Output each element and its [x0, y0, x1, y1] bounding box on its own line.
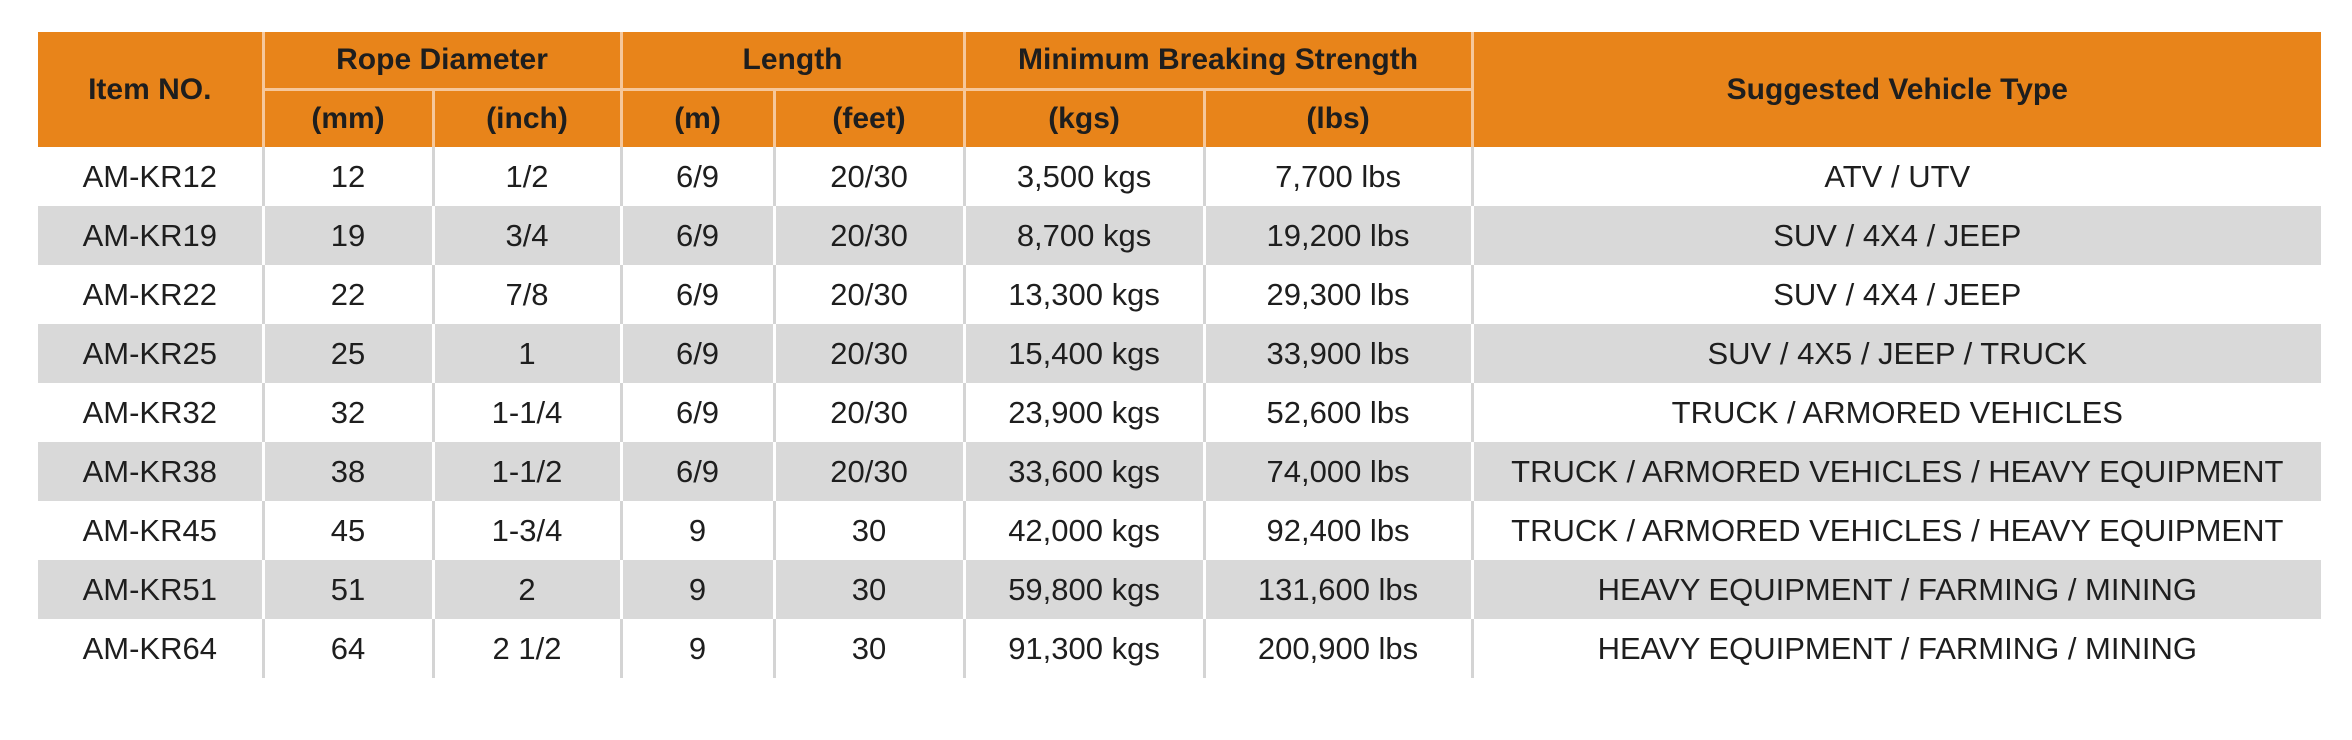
cell-diameter-mm: 19: [261, 206, 435, 265]
table-row: AM-KR25 25 1 6/9 20/30 15,400 kgs 33,900 lbs SU…: [38, 324, 2322, 383]
subheader-inch: (inch): [431, 88, 623, 147]
cell-strength-kgs: 42,000 kgs: [962, 501, 1206, 560]
cell-length-m: 6/9: [619, 206, 776, 265]
cell-strength-kgs: 3,500 kgs: [962, 147, 1206, 206]
cell-strength-kgs: 8,700 kgs: [962, 206, 1206, 265]
cell-strength-kgs: 59,800 kgs: [962, 560, 1206, 619]
cell-vehicle-type: HEAVY EQUIPMENT / FARMING / MINING: [1470, 560, 2322, 619]
subheader-kgs: (kgs): [962, 88, 1206, 147]
cell-length-feet: 20/30: [772, 324, 966, 383]
subheader-m: (m): [619, 88, 776, 147]
cell-diameter-inch: 2 1/2: [431, 619, 623, 678]
cell-strength-kgs: 13,300 kgs: [962, 265, 1206, 324]
cell-item-no: AM-KR64: [38, 619, 265, 678]
cell-strength-lbs: 131,600 lbs: [1202, 560, 1474, 619]
cell-length-feet: 30: [772, 619, 966, 678]
cell-length-m: 6/9: [619, 265, 776, 324]
subheader-lbs: (lbs): [1202, 88, 1473, 147]
cell-strength-kgs: 15,400 kgs: [962, 324, 1206, 383]
cell-diameter-inch: 1-1/2: [431, 442, 623, 501]
subheader-mm: (mm): [263, 88, 435, 147]
header-length: Length: [619, 32, 966, 91]
cell-length-feet: 20/30: [772, 442, 966, 501]
table-body: AM-KR12 12 1/2 6/9 20/30 3,500 kgs 7,700 lbs AT…: [38, 147, 2322, 678]
table-row: AM-KR64 64 2 1/2 9 30 91,300 kgs 200,900 lbs HE…: [38, 619, 2322, 678]
cell-length-feet: 30: [772, 501, 966, 560]
cell-strength-lbs: 33,900 lbs: [1202, 324, 1474, 383]
header-item-no: Item NO.: [38, 32, 265, 147]
cell-vehicle-type: TRUCK / ARMORED VEHICLES / HEAVY EQUIPME…: [1470, 442, 2322, 501]
cell-diameter-mm: 25: [261, 324, 435, 383]
cell-item-no: AM-KR51: [38, 560, 265, 619]
cell-item-no: AM-KR32: [38, 383, 265, 442]
rope-spec-table: Item NO. Rope Diameter Length Minimum Br…: [38, 32, 2322, 678]
cell-length-m: 6/9: [619, 442, 776, 501]
cell-length-feet: 20/30: [772, 265, 966, 324]
cell-length-feet: 20/30: [772, 383, 966, 442]
header-min-breaking-strength: Minimum Breaking Strength: [962, 32, 1474, 91]
cell-diameter-inch: 2: [431, 560, 623, 619]
cell-item-no: AM-KR22: [38, 265, 265, 324]
cell-strength-kgs: 33,600 kgs: [962, 442, 1206, 501]
cell-item-no: AM-KR45: [38, 501, 265, 560]
cell-strength-lbs: 52,600 lbs: [1202, 383, 1474, 442]
cell-diameter-inch: 3/4: [431, 206, 623, 265]
subheader-feet: (feet): [772, 88, 966, 147]
cell-diameter-mm: 51: [261, 560, 435, 619]
cell-diameter-inch: 1: [431, 324, 623, 383]
cell-length-m: 6/9: [619, 147, 776, 206]
cell-vehicle-type: HEAVY EQUIPMENT / FARMING / MINING: [1470, 619, 2322, 678]
cell-vehicle-type: TRUCK / ARMORED VEHICLES: [1470, 383, 2322, 442]
cell-vehicle-type: SUV / 4X5 / JEEP / TRUCK: [1470, 324, 2322, 383]
spec-table-container: Item NO. Rope Diameter Length Minimum Br…: [38, 32, 2322, 678]
cell-vehicle-type: TRUCK / ARMORED VEHICLES / HEAVY EQUIPME…: [1470, 501, 2322, 560]
cell-item-no: AM-KR25: [38, 324, 265, 383]
header-rope-diameter: Rope Diameter: [261, 32, 623, 91]
cell-length-m: 9: [619, 619, 776, 678]
cell-strength-kgs: 23,900 kgs: [962, 383, 1206, 442]
cell-diameter-inch: 1-3/4: [431, 501, 623, 560]
table-row: AM-KR45 45 1-3/4 9 30 42,000 kgs 92,400 lbs TRU…: [38, 501, 2322, 560]
table-row: AM-KR51 51 2 9 30 59,800 kgs 131,600 lbs HEAVY …: [38, 560, 2322, 619]
cell-length-m: 9: [619, 560, 776, 619]
cell-length-m: 6/9: [619, 383, 776, 442]
cell-vehicle-type: SUV / 4X4 / JEEP: [1470, 265, 2322, 324]
cell-item-no: AM-KR19: [38, 206, 265, 265]
cell-diameter-inch: 1-1/4: [431, 383, 623, 442]
cell-length-feet: 20/30: [772, 206, 966, 265]
cell-diameter-mm: 64: [261, 619, 435, 678]
cell-item-no: AM-KR38: [38, 442, 265, 501]
cell-diameter-mm: 45: [261, 501, 435, 560]
cell-diameter-mm: 12: [261, 147, 435, 206]
header-vehicle-type: Suggested Vehicle Type: [1470, 32, 2322, 147]
cell-strength-lbs: 7,700 lbs: [1202, 147, 1474, 206]
table-row: AM-KR19 19 3/4 6/9 20/30 8,700 kgs 19,200 lbs S…: [38, 206, 2322, 265]
cell-strength-lbs: 92,400 lbs: [1202, 501, 1474, 560]
cell-length-feet: 30: [772, 560, 966, 619]
table-row: AM-KR32 32 1-1/4 6/9 20/30 23,900 kgs 52,600 l…: [38, 383, 2322, 442]
cell-diameter-mm: 22: [261, 265, 435, 324]
cell-diameter-inch: 7/8: [431, 265, 623, 324]
cell-strength-lbs: 29,300 lbs: [1202, 265, 1474, 324]
cell-diameter-mm: 32: [261, 383, 435, 442]
cell-diameter-inch: 1/2: [431, 147, 623, 206]
cell-length-m: 6/9: [619, 324, 776, 383]
cell-strength-lbs: 74,000 lbs: [1202, 442, 1474, 501]
cell-vehicle-type: SUV / 4X4 / JEEP: [1470, 206, 2322, 265]
cell-length-m: 9: [619, 501, 776, 560]
table-row: AM-KR38 38 1-1/2 6/9 20/30 33,600 kgs 74,000 l…: [38, 442, 2322, 501]
table-row: AM-KR12 12 1/2 6/9 20/30 3,500 kgs 7,700 lbs AT…: [38, 147, 2322, 206]
table-header: Item NO. Rope Diameter Length Minimum Br…: [38, 32, 2322, 147]
table-row: AM-KR22 22 7/8 6/9 20/30 13,300 kgs 29,300 lbs…: [38, 265, 2322, 324]
cell-length-feet: 20/30: [772, 147, 966, 206]
cell-strength-lbs: 200,900 lbs: [1202, 619, 1474, 678]
cell-diameter-mm: 38: [261, 442, 435, 501]
cell-strength-lbs: 19,200 lbs: [1202, 206, 1474, 265]
cell-strength-kgs: 91,300 kgs: [962, 619, 1206, 678]
cell-item-no: AM-KR12: [38, 147, 265, 206]
cell-vehicle-type: ATV / UTV: [1470, 147, 2322, 206]
